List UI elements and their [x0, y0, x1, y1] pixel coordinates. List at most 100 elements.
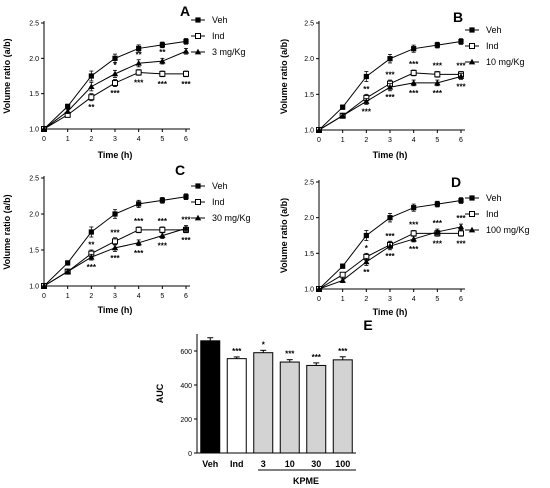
x-tick-label: 0: [317, 296, 321, 303]
bar: [253, 352, 274, 454]
data-point: [434, 42, 440, 48]
x-tick-label: 5: [160, 136, 164, 143]
significance-below: ***: [385, 252, 395, 261]
panel-letter: B: [453, 9, 463, 25]
y-tick-label: 2.5: [29, 21, 39, 28]
x-tick-label: 5: [160, 293, 164, 300]
series-0: [316, 197, 464, 292]
data-point: [315, 285, 323, 292]
significance-below: ***: [409, 245, 419, 254]
bar: [200, 340, 221, 454]
data-point: [135, 239, 142, 246]
x-tick-label: 3: [388, 296, 392, 303]
data-point: [88, 94, 95, 101]
significance-above: ***: [110, 228, 120, 237]
data-point: [111, 70, 119, 77]
line-panel-d: 0 1 2 3 4 5 6 1.0 1.5 2.0 2.5 Time (h) Volume ratio …: [279, 174, 530, 317]
significance-below: ***: [385, 93, 395, 102]
data-point: [65, 260, 71, 266]
data-point: [434, 71, 441, 78]
bar: [332, 359, 353, 454]
data-point: [457, 73, 465, 79]
y-axis-title: Volume ratio (a/b): [279, 198, 289, 273]
significance-below: ***: [110, 254, 120, 263]
significance-below: ***: [456, 83, 466, 92]
data-point: [339, 277, 346, 283]
legend-label: Veh: [486, 193, 502, 203]
category-label: 3: [261, 459, 266, 469]
legend-label: Ind: [486, 209, 499, 219]
y-tick-label: 0: [188, 451, 192, 458]
x-tick-label: 3: [113, 136, 117, 143]
significance-above: ***: [433, 61, 443, 70]
y-tick-label: 1.0: [304, 287, 314, 294]
data-point: [159, 42, 165, 48]
significance-above: *: [365, 244, 369, 253]
significance-above: ***: [134, 217, 144, 226]
x-tick-label: 6: [459, 296, 463, 303]
group-label: KPME: [293, 476, 319, 486]
y-tick-label: 1.0: [29, 127, 39, 134]
x-tick-label: 4: [412, 296, 416, 303]
data-point: [458, 197, 464, 204]
data-point: [65, 103, 71, 109]
data-point: [363, 258, 370, 265]
series-2: [40, 225, 190, 289]
significance-below: ***: [362, 107, 372, 116]
y-tick-label: 2.0: [304, 215, 314, 222]
x-tick-label: 5: [435, 296, 439, 303]
data-point: [111, 244, 119, 251]
x-axis-title: Time (h): [98, 150, 133, 160]
legend-label: 100 mg/Kg: [486, 225, 530, 235]
significance-below: ***: [181, 236, 191, 245]
y-tick-label: 600: [180, 349, 192, 356]
significance-below: ***: [158, 80, 168, 89]
data-point: [159, 197, 165, 203]
data-point: [112, 238, 118, 245]
x-tick-label: 2: [364, 296, 368, 303]
y-tick-label: 1.5: [29, 91, 39, 98]
legend-marker: [469, 211, 475, 217]
significance-above: ***: [409, 220, 419, 229]
legend-label: 10 mg/Kg: [486, 57, 525, 67]
legend-label: 3 mg/Kg: [212, 47, 246, 57]
x-tick-label: 6: [184, 293, 188, 300]
panel-letter: E: [363, 317, 372, 333]
data-point: [135, 226, 142, 233]
data-point: [386, 243, 394, 249]
data-point: [88, 254, 95, 260]
line-panel-a: 0 1 2 3 4 5 6 1.0 1.5 2.0 2.5 Time (h) Volume ratio …: [2, 3, 246, 160]
y-tick-label: 1.5: [304, 251, 314, 258]
data-point: [434, 228, 441, 235]
legend-marker: [195, 17, 201, 23]
significance-above: **: [159, 48, 166, 57]
x-tick-label: 1: [341, 296, 345, 303]
legend-marker: [469, 43, 475, 49]
data-point: [434, 79, 441, 86]
data-point: [387, 215, 393, 221]
x-tick-label: 1: [341, 137, 345, 144]
data-point: [112, 55, 118, 61]
significance-above: ***: [385, 232, 395, 241]
legend-marker: [195, 33, 201, 39]
significance-below: ***: [181, 80, 191, 89]
data-point: [88, 229, 94, 235]
panel-letter: A: [180, 3, 190, 19]
x-tick-label: 1: [66, 293, 70, 300]
series-2: [40, 48, 190, 132]
y-tick-label: 400: [180, 383, 192, 390]
x-tick-label: 2: [89, 293, 93, 300]
line-panel-b: 0 1 2 3 4 5 6 1.0 1.5 2.0 2.5 Time (h) Volume ratio …: [279, 9, 525, 160]
significance-above: *: [184, 38, 188, 47]
data-point: [183, 38, 189, 44]
category-label: 10: [285, 459, 295, 469]
data-point: [64, 108, 71, 114]
legend-marker: [195, 199, 201, 205]
category-label: 30: [311, 459, 321, 469]
bar: [226, 358, 247, 454]
legend-label: Ind: [212, 197, 225, 207]
category-label: Veh: [202, 459, 218, 469]
data-point: [64, 268, 71, 274]
data-point: [410, 69, 417, 76]
significance-above: ***: [456, 61, 466, 70]
